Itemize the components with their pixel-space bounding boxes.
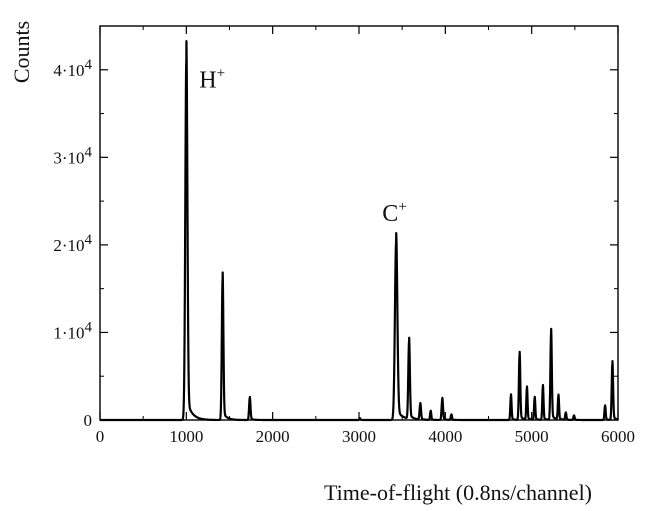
x-tick-label: 6000 (601, 427, 635, 446)
plot-area (98, 39, 620, 422)
x-axis-title: Time-of-flight (0.8ns/channel) (324, 480, 592, 505)
y-tick-label: 0 (84, 411, 93, 430)
y-tick-label: 1·104 (53, 319, 92, 342)
x-tick-label: 0 (96, 427, 105, 446)
x-tick-label: 4000 (428, 427, 462, 446)
y-tick-label: 2·104 (53, 232, 92, 255)
spectrum-series-line (98, 39, 620, 422)
x-tick-label: 5000 (515, 427, 549, 446)
peak-annotation: H+ (199, 65, 225, 93)
y-axis-title: Counts (9, 21, 34, 83)
axes (99, 25, 619, 421)
y-tick-label: 4·104 (53, 57, 92, 80)
y-tick-label: 3·104 (53, 144, 92, 167)
x-tick-label: 1000 (169, 427, 203, 446)
x-tick-label: 3000 (342, 427, 376, 446)
peak-annotation: C+ (382, 199, 406, 227)
tick-labels: 0 1000 2000 3000 4000 5000 6000 0 1·104 2·104 3·10… (53, 57, 635, 446)
x-tick-label: 2000 (256, 427, 290, 446)
axes-frame (99, 25, 619, 421)
annotations: H+ C+ (199, 65, 407, 227)
